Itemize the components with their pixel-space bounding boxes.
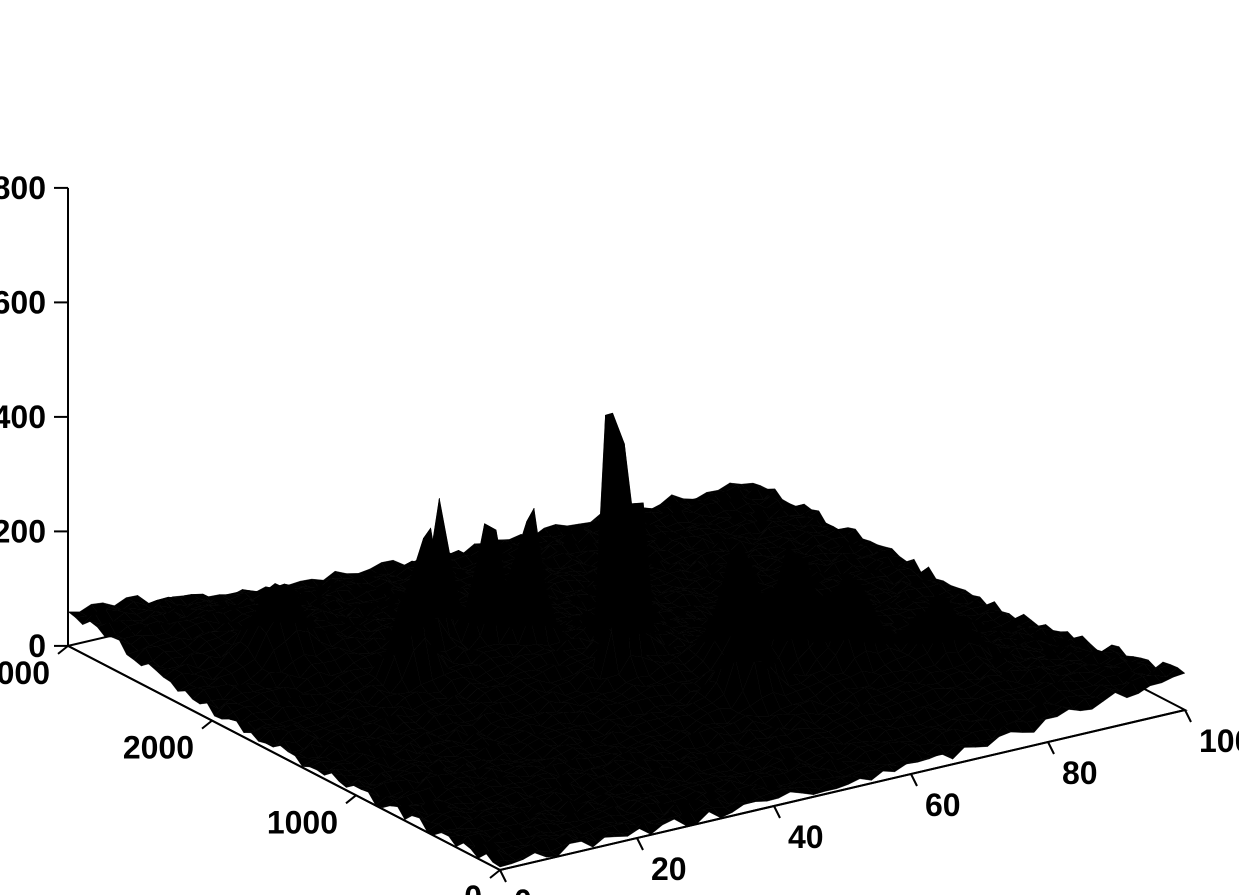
x-tick-label: 60 bbox=[925, 787, 961, 823]
y-tick-label: 3000 bbox=[0, 655, 50, 691]
z-tick-label: 400 bbox=[0, 399, 46, 435]
z-tick-label: 200 bbox=[0, 513, 46, 549]
x-tick-label: 0 bbox=[514, 883, 532, 895]
surface bbox=[68, 413, 1185, 867]
x-tick-label: 100 bbox=[1199, 723, 1239, 759]
y-tick bbox=[58, 646, 68, 654]
y-tick-label: 0 bbox=[464, 879, 482, 895]
x-tick bbox=[774, 806, 780, 818]
x-tick bbox=[500, 870, 506, 882]
x-tick bbox=[911, 774, 917, 786]
x-tick-label: 80 bbox=[1062, 755, 1098, 791]
z-tick-label: 600 bbox=[0, 284, 46, 320]
x-tick bbox=[637, 838, 643, 850]
x-tick-label: 40 bbox=[788, 819, 824, 855]
y-tick-label: 1000 bbox=[267, 804, 338, 840]
y-tick bbox=[490, 870, 500, 878]
y-tick bbox=[202, 721, 212, 729]
x-tick bbox=[1185, 710, 1191, 722]
y-tick bbox=[346, 795, 356, 803]
x-tick bbox=[1048, 742, 1054, 754]
z-tick-label: 800 bbox=[0, 170, 46, 206]
surface-plot-3d: 02004006008000204060801000100020003000 bbox=[0, 0, 1239, 895]
x-tick-label: 20 bbox=[651, 851, 687, 887]
y-tick-label: 2000 bbox=[123, 730, 194, 766]
chart-svg: 02004006008000204060801000100020003000 bbox=[0, 0, 1239, 895]
